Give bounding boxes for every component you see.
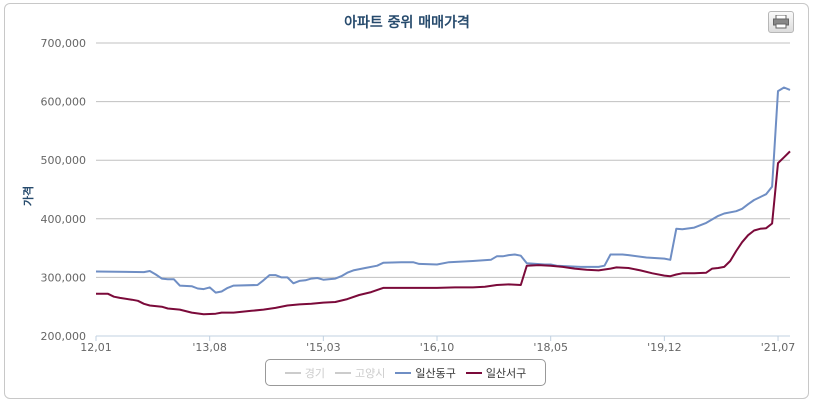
- x-tick-label: '16,10: [420, 341, 455, 354]
- series-line-일산동구: [95, 86, 791, 294]
- y-tick-label: 400,000: [41, 213, 87, 226]
- y-tick-label: 700,000: [41, 37, 87, 50]
- legend-label: 경기: [304, 366, 325, 380]
- legend-item[interactable]: 일산서구: [465, 365, 527, 381]
- grid-lines: [96, 42, 790, 337]
- x-tick-label: '21,07: [761, 341, 796, 354]
- legend-swatch: [465, 371, 482, 374]
- chart-frame: [4, 3, 809, 399]
- legend-item[interactable]: 일산동구: [395, 365, 456, 381]
- legend-label: 일산서구: [485, 366, 527, 380]
- legend-item[interactable]: 고양시: [334, 365, 386, 381]
- legend-swatch: [334, 371, 351, 374]
- print-button[interactable]: [768, 11, 794, 33]
- legend-label: 일산동구: [415, 366, 456, 380]
- x-tick-label: '15,03: [306, 341, 341, 354]
- legend-swatch: [284, 371, 301, 374]
- print-icon: [773, 15, 789, 29]
- chart-title: 아파트 중위 매매가격: [344, 15, 470, 31]
- y-tick-label: 200,000: [41, 330, 87, 343]
- x-tick-label: '13,08: [192, 341, 227, 354]
- x-axis-ticks: 12,01 '13,08 '15,03 '16,10 '18,05 '19,12 '21,0…: [80, 335, 796, 354]
- series-lines: [95, 86, 791, 316]
- y-axis-ticks: 200,000 300,000 400,000 500,000 600,000 700,0…: [41, 37, 87, 343]
- y-tick-label: 600,000: [41, 96, 87, 109]
- series-line-일산서구: [96, 150, 791, 316]
- legend: 경기 고양시 일산동구 일산서구: [265, 359, 546, 386]
- y-tick-label: 500,000: [41, 154, 87, 167]
- x-tick-label: '19,12: [647, 341, 682, 354]
- x-tick-label: '18,05: [533, 341, 568, 354]
- legend-label: 고양시: [354, 366, 386, 380]
- y-tick-label: 300,000: [41, 271, 87, 284]
- legend-swatch: [395, 371, 412, 374]
- legend-item[interactable]: 경기: [284, 365, 325, 381]
- x-tick-label: 12,01: [80, 341, 112, 354]
